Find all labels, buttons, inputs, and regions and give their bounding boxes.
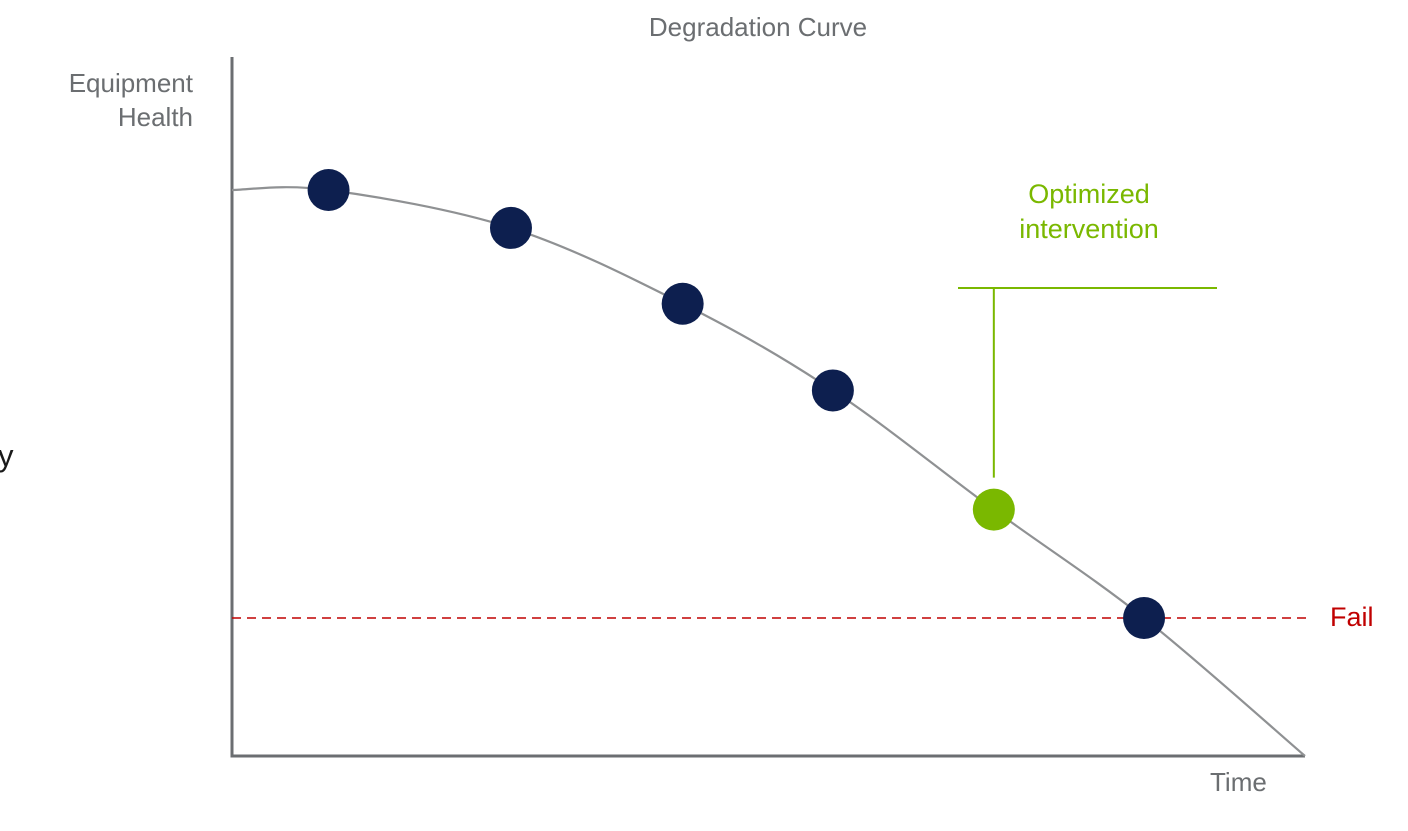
y-axis-label-line-1: Equipment	[68, 68, 193, 98]
data-point-6	[1123, 597, 1166, 639]
intervention-label-line-1: Optimized	[1028, 179, 1150, 209]
intervention-annotation	[958, 287, 1217, 478]
degradation-curve-line	[231, 186, 1306, 757]
data-point-2	[489, 206, 532, 249]
intervention-label-line-2: intervention	[1019, 214, 1159, 244]
y-axis-label: Equipment Health	[69, 66, 193, 134]
intervention-point	[972, 488, 1015, 531]
degradation-curve	[231, 186, 1306, 757]
clipped-edge-text: y	[0, 438, 14, 473]
data-point-1	[307, 169, 350, 211]
fail-threshold-label: Fail	[1330, 602, 1374, 632]
x-axis-label: Time	[1210, 767, 1267, 797]
axes	[230, 57, 1305, 758]
data-point-4	[811, 369, 854, 412]
data-points	[307, 169, 1166, 639]
intervention-annotation-label: Optimized intervention	[960, 177, 1218, 247]
y-axis-label-line-2: Health	[117, 102, 193, 132]
chart-title: Degradation Curve	[648, 12, 868, 42]
data-point-3	[661, 282, 704, 325]
